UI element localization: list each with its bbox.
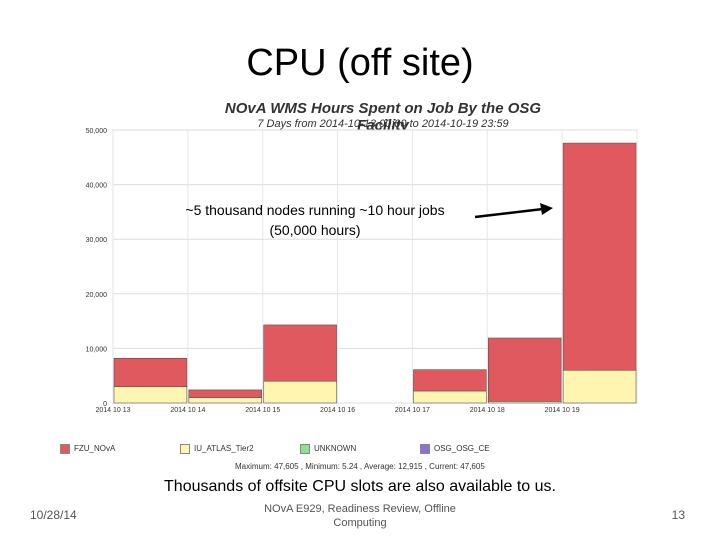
- legend-swatch: [180, 444, 190, 454]
- y-tick-label: 50,000: [86, 128, 108, 135]
- legend-swatch: [420, 444, 430, 454]
- legend-label: FZU_NOvA: [74, 444, 116, 454]
- bar-segment: [562, 142, 637, 371]
- x-tick-label: 2014 10 16: [320, 407, 355, 414]
- annotation-line-2: (50,000 hours): [269, 222, 361, 238]
- annotation-arrowhead: [540, 203, 553, 215]
- x-tick-label: 2014 10 13: [95, 407, 130, 414]
- legend-label: OSG_OSG_CE: [434, 444, 490, 454]
- legend-label: UNKNOWN: [314, 444, 357, 454]
- caption: Thousands of offsite CPU slots are also …: [164, 478, 556, 495]
- chart-stats: Maximum: 47,605 , Minimum: 5.24 , Averag…: [235, 462, 485, 471]
- annotation-line-1: ~5 thousand nodes running ~10 hour jobs: [185, 202, 445, 218]
- bar-segment: [188, 389, 263, 398]
- bar-segment: [113, 357, 188, 387]
- y-tick-label: 40,000: [86, 183, 108, 190]
- footer-date: 10/28/14: [30, 508, 77, 522]
- y-tick-label: 30,000: [86, 237, 108, 244]
- annotation-arrow: [474, 207, 544, 219]
- legend-label: IU_ATLAS_Tier2: [194, 444, 254, 454]
- footer-center: NOvA E929, Readiness Review, Offline Com…: [250, 502, 470, 530]
- legend-item-osg: OSG_OSG_CE: [420, 444, 490, 454]
- footer-line-2: Computing: [333, 517, 387, 529]
- page-number: 13: [671, 508, 685, 522]
- legend-item-iu: IU_ATLAS_Tier2: [180, 444, 254, 454]
- legend-item-unknown: UNKNOWN: [300, 444, 356, 454]
- legend-swatch: [300, 444, 310, 454]
- bar-segment: [188, 397, 263, 404]
- bar-segment: [263, 380, 337, 404]
- x-tick-label: 2014 10 19: [545, 407, 580, 414]
- bar-segment: [113, 386, 188, 404]
- slide-title: CPU (off site): [246, 42, 474, 84]
- footer-line-1: NOvA E929, Readiness Review, Offline: [264, 503, 456, 515]
- y-tick-label: 0: [103, 401, 107, 408]
- bar-segment: [487, 337, 562, 402]
- legend-swatch: [60, 444, 70, 454]
- bar-segment: [562, 369, 637, 404]
- chart-subtitle: 7 Days from 2014-10-13 00:00 to 2014-10-…: [257, 118, 509, 130]
- legend-item-fzu: FZU_NOvA: [60, 444, 115, 454]
- y-tick-label: 20,000: [86, 292, 108, 299]
- bar-segment: [263, 324, 337, 382]
- annotation: ~5 thousand nodes running ~10 hour jobs …: [150, 200, 480, 240]
- bar-segment: [413, 369, 487, 392]
- x-tick-label: 2014 10 18: [470, 407, 505, 414]
- bar-segment: [413, 390, 487, 404]
- x-tick-label: 2014 10 14: [170, 407, 205, 414]
- y-tick-label: 10,000: [86, 346, 108, 353]
- x-tick-label: 2014 10 15: [245, 407, 280, 414]
- x-tick-label: 2014 10 17: [395, 407, 430, 414]
